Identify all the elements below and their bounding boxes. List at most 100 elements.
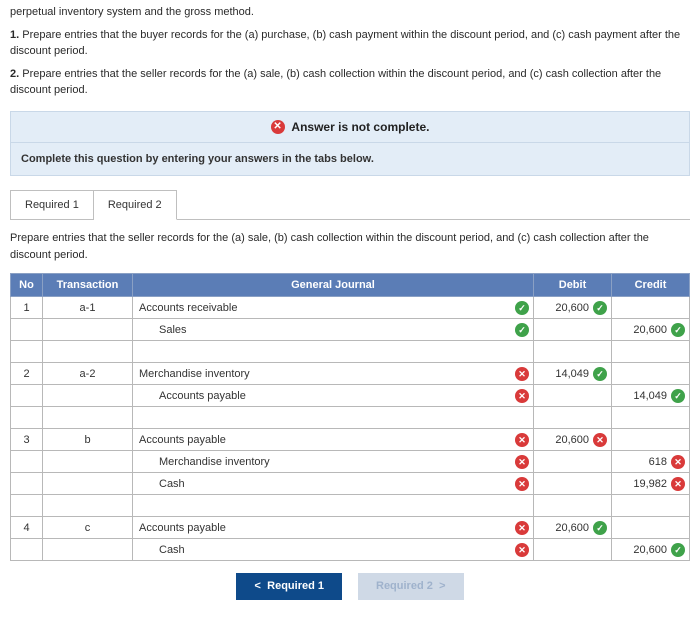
x-icon: ✕ <box>671 455 685 469</box>
cell-account[interactable]: Accounts receivable ✓ <box>133 297 534 319</box>
cell-transaction <box>43 385 133 407</box>
cell-credit[interactable]: 20,600✓ <box>612 539 690 561</box>
account-name[interactable]: Accounts payable <box>139 390 246 402</box>
account-name[interactable]: Cash <box>139 544 185 556</box>
status-text: Answer is not complete. <box>291 120 429 134</box>
cell-transaction: c <box>43 517 133 539</box>
header-credit: Credit <box>612 274 690 297</box>
x-icon: ✕ <box>515 521 529 535</box>
cell-credit[interactable]: 618✕ <box>612 451 690 473</box>
check-icon: ✓ <box>671 323 685 337</box>
cell-transaction <box>43 473 133 495</box>
q1-num: 1. <box>10 29 19 41</box>
instruction-bar: Complete this question by entering your … <box>10 143 690 176</box>
x-icon: ✕ <box>593 433 607 447</box>
account-name[interactable]: Merchandise inventory <box>139 456 270 468</box>
intro-line-0: perpetual inventory system and the gross… <box>10 4 690 21</box>
cell-transaction <box>43 319 133 341</box>
cell-account[interactable]: Merchandise inventory✕ <box>133 363 534 385</box>
next-required-button: Required 2 > <box>358 573 464 600</box>
cell-account[interactable]: Cash✕ <box>133 539 534 561</box>
x-icon: ✕ <box>515 455 529 469</box>
cell-credit[interactable]: 20,600✓ <box>612 319 690 341</box>
tab-instruction: Prepare entries that the seller records … <box>10 230 690 263</box>
cell-no <box>11 539 43 561</box>
tab-required-1[interactable]: Required 1 <box>10 190 94 220</box>
x-icon: ✕ <box>671 477 685 491</box>
cell-transaction: b <box>43 429 133 451</box>
answer-status-banner: ✕ Answer is not complete. <box>10 111 690 144</box>
cell-debit[interactable]: 14,049✓ <box>534 363 612 385</box>
next-label: Required 2 <box>376 580 433 592</box>
account-name[interactable]: Accounts payable <box>139 522 226 534</box>
tab-content: Prepare entries that the seller records … <box>10 219 690 600</box>
account-name[interactable]: Accounts payable <box>139 434 226 446</box>
cell-no <box>11 385 43 407</box>
journal-row: 3bAccounts payable✕20,600✕ <box>11 429 690 451</box>
header-debit: Debit <box>534 274 612 297</box>
spacer-row <box>11 495 690 517</box>
journal-row: 4c Accounts payable ✕ 20,600✓ <box>11 517 690 539</box>
journal-row: Sales✓20,600✓ <box>11 319 690 341</box>
check-icon: ✓ <box>593 521 607 535</box>
check-icon: ✓ <box>671 389 685 403</box>
cell-no: 3 <box>11 429 43 451</box>
spacer-row <box>11 407 690 429</box>
x-icon: ✕ <box>271 120 285 134</box>
check-icon: ✓ <box>593 367 607 381</box>
cell-account[interactable]: Accounts payable✕ <box>133 429 534 451</box>
cell-account[interactable]: Merchandise inventory ✕ <box>133 451 534 473</box>
prev-label: Required 1 <box>267 580 324 592</box>
cell-account[interactable]: Sales ✓ <box>133 319 534 341</box>
cell-no <box>11 473 43 495</box>
cell-debit[interactable] <box>534 473 612 495</box>
cell-transaction <box>43 539 133 561</box>
check-icon: ✓ <box>671 543 685 557</box>
x-icon: ✕ <box>515 477 529 491</box>
cell-debit[interactable]: 20,600✓ <box>534 517 612 539</box>
tab-required-2[interactable]: Required 2 <box>94 190 177 220</box>
account-name[interactable]: Merchandise inventory <box>139 368 250 380</box>
cell-credit[interactable] <box>612 429 690 451</box>
cell-credit[interactable] <box>612 517 690 539</box>
cell-debit[interactable] <box>534 451 612 473</box>
cell-debit[interactable]: 20,600✓ <box>534 297 612 319</box>
q2-text: Prepare entries that the seller records … <box>10 68 661 97</box>
nav-buttons: < Required 1 Required 2 > <box>10 573 690 600</box>
check-icon: ✓ <box>515 323 529 337</box>
prev-required-button[interactable]: < Required 1 <box>236 573 342 600</box>
cell-debit[interactable] <box>534 319 612 341</box>
cell-no <box>11 451 43 473</box>
journal-row: Cash✕ 20,600✓ <box>11 539 690 561</box>
table-header-row: No Transaction General Journal Debit Cre… <box>11 274 690 297</box>
intro-q2: 2. Prepare entries that the seller recor… <box>10 66 690 99</box>
cell-account[interactable]: Accounts payable ✕ <box>133 517 534 539</box>
chevron-right-icon: > <box>439 581 446 593</box>
journal-row: Merchandise inventory✕618✕ <box>11 451 690 473</box>
cell-account[interactable]: Cash ✕ <box>133 473 534 495</box>
check-icon: ✓ <box>515 301 529 315</box>
cell-transaction: a-1 <box>43 297 133 319</box>
q2-num: 2. <box>10 68 19 80</box>
header-general-journal: General Journal <box>133 274 534 297</box>
account-name[interactable]: Cash <box>139 478 185 490</box>
cell-debit[interactable] <box>534 539 612 561</box>
cell-no: 2 <box>11 363 43 385</box>
cell-credit[interactable] <box>612 363 690 385</box>
chevron-left-icon: < <box>254 581 261 593</box>
intro-q1: 1. Prepare entries that the buyer record… <box>10 27 690 60</box>
account-name[interactable]: Sales <box>139 324 187 336</box>
journal-row: Accounts payable✕ 14,049✓ <box>11 385 690 407</box>
cell-account[interactable]: Accounts payable✕ <box>133 385 534 407</box>
cell-debit[interactable]: 20,600✕ <box>534 429 612 451</box>
cell-credit[interactable] <box>612 297 690 319</box>
cell-credit[interactable]: 14,049✓ <box>612 385 690 407</box>
question-intro: perpetual inventory system and the gross… <box>10 4 690 99</box>
tabs-row: Required 1 Required 2 <box>10 190 690 220</box>
cell-debit[interactable] <box>534 385 612 407</box>
check-icon: ✓ <box>593 301 607 315</box>
account-name[interactable]: Accounts receivable <box>139 302 237 314</box>
cell-no: 4 <box>11 517 43 539</box>
cell-credit[interactable]: 19,982✕ <box>612 473 690 495</box>
cell-no: 1 <box>11 297 43 319</box>
